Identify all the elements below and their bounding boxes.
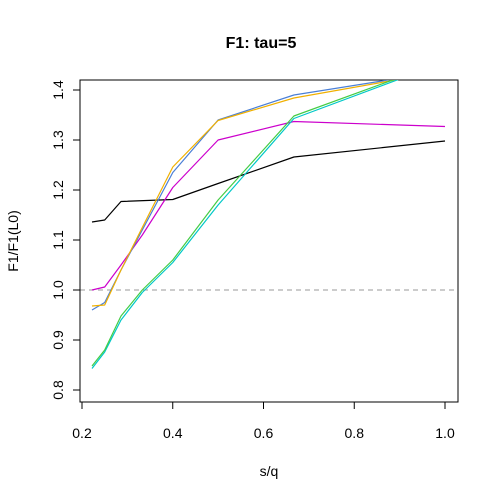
x-tick-label: 0.2 bbox=[72, 425, 92, 441]
y-axis: 0.8 0.9 1.0 1.1 1.2 1.3 1.4 bbox=[50, 80, 81, 400]
x-axis: 0.2 0.4 0.6 0.8 1.0 bbox=[72, 401, 455, 441]
series-line-2 bbox=[91, 120, 446, 291]
series-line-6 bbox=[91, 80, 395, 367]
y-tick-label: 1.3 bbox=[50, 130, 66, 150]
y-tick-label: 1.1 bbox=[50, 230, 66, 250]
x-tick-label: 0.8 bbox=[345, 425, 365, 441]
y-tick-label: 0.8 bbox=[50, 380, 66, 400]
chart-title: F1: tau=5 bbox=[226, 35, 297, 52]
y-tick-label: 0.9 bbox=[50, 330, 66, 350]
x-tick-label: 0.6 bbox=[254, 425, 274, 441]
series-line-4 bbox=[91, 80, 399, 307]
y-tick-label: 1.4 bbox=[50, 80, 66, 100]
series-line-3 bbox=[91, 80, 392, 311]
x-tick-label: 1.0 bbox=[435, 425, 455, 441]
series-line-5 bbox=[91, 80, 399, 369]
x-tick-label: 0.4 bbox=[163, 425, 183, 441]
y-axis-label: F1/F1(L0) bbox=[5, 210, 21, 271]
y-tick-label: 1.2 bbox=[50, 180, 66, 200]
series-layer bbox=[91, 80, 446, 369]
x-axis-label: s/q bbox=[260, 463, 279, 479]
series-line-1 bbox=[91, 140, 446, 223]
y-tick-label: 1.0 bbox=[50, 280, 66, 300]
